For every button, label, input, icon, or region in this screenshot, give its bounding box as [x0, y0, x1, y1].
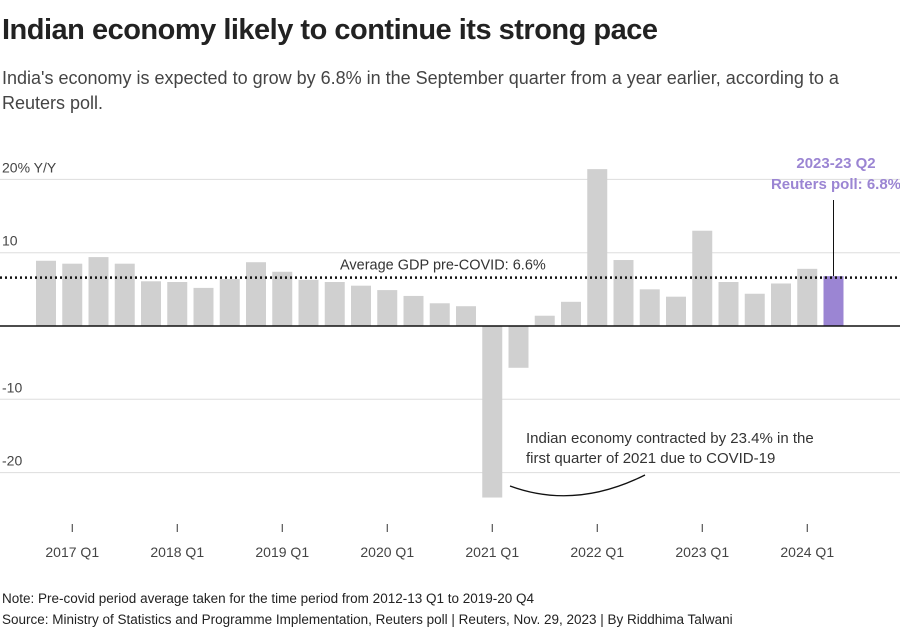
bar-2023-q1 — [692, 230, 713, 326]
y-tick-label: 20% Y/Y — [2, 159, 57, 175]
bar-2020-q4 — [456, 306, 476, 326]
bar-2021-q1 — [482, 326, 503, 498]
bar-2021-q3 — [534, 315, 555, 326]
bar-2022-q1 — [587, 169, 608, 326]
bar-2019-q3 — [324, 282, 345, 326]
bar-2021-q2 — [508, 326, 529, 368]
bar-2020-q2 — [403, 295, 424, 326]
bar-2019-q4 — [351, 285, 371, 326]
y-tick-label: 10 — [2, 233, 18, 249]
bar-2024-q1 — [797, 268, 818, 326]
x-tick-label: 2023 Q1 — [675, 544, 729, 560]
bar-2024-q2 — [823, 276, 844, 326]
bar-2017-q3 — [114, 263, 135, 326]
reference-line-label: Average GDP pre-COVID: 6.6% — [340, 258, 546, 274]
chart-title: Indian economy likely to continue its st… — [2, 14, 658, 46]
poll-annotation-text: Reuters poll: 6.8% — [771, 176, 900, 193]
covid-annotation-text: Indian economy contracted by 23.4% in th… — [526, 430, 814, 447]
x-tick-label: 2022 Q1 — [570, 544, 624, 560]
bar-2018-q1 — [167, 282, 188, 326]
bar-2021-q4 — [561, 301, 581, 326]
bar-2017-q1 — [62, 263, 83, 326]
y-tick-label: -10 — [2, 379, 22, 395]
poll-annotation-text: 2023-23 Q2 — [796, 155, 875, 172]
x-tick-label: 2018 Q1 — [150, 544, 204, 560]
chart-subtitle: India's economy is expected to grow by 6… — [2, 68, 839, 113]
y-tick-label: -20 — [2, 453, 22, 469]
bar-2018-q2 — [193, 287, 214, 326]
x-tick-label: 2024 Q1 — [780, 544, 834, 560]
bar-2019-q2 — [298, 279, 319, 326]
bar-2022-q4 — [666, 296, 686, 326]
bar-2017-q4 — [141, 281, 161, 326]
bar-2023-q3 — [744, 293, 765, 326]
bar-2018-q3 — [219, 279, 240, 326]
bar-2022-q3 — [639, 289, 660, 326]
chart-note: Note: Pre-covid period average taken for… — [2, 591, 535, 606]
bar-2023-q4 — [771, 283, 791, 326]
covid-annotation-text: first quarter of 2021 due to COVID-19 — [526, 450, 775, 467]
bar-2023-q2 — [718, 282, 739, 326]
bar-2019-q1 — [272, 271, 293, 326]
bar-2022-q2 — [613, 260, 634, 326]
x-tick-label: 2021 Q1 — [465, 544, 519, 560]
x-tick-label: 2020 Q1 — [360, 544, 414, 560]
x-tick-label: 2017 Q1 — [45, 544, 99, 560]
bar-2018-q4 — [246, 262, 266, 326]
x-tick-label: 2019 Q1 — [255, 544, 309, 560]
bar-2020-q1 — [377, 290, 398, 326]
bar-2016-q4 — [36, 260, 56, 326]
chart-source: Source: Ministry of Statistics and Progr… — [2, 612, 733, 627]
covid-annotation-curve — [509, 474, 646, 497]
bar-2020-q3 — [429, 303, 450, 326]
bar-2017-q2 — [88, 257, 109, 326]
